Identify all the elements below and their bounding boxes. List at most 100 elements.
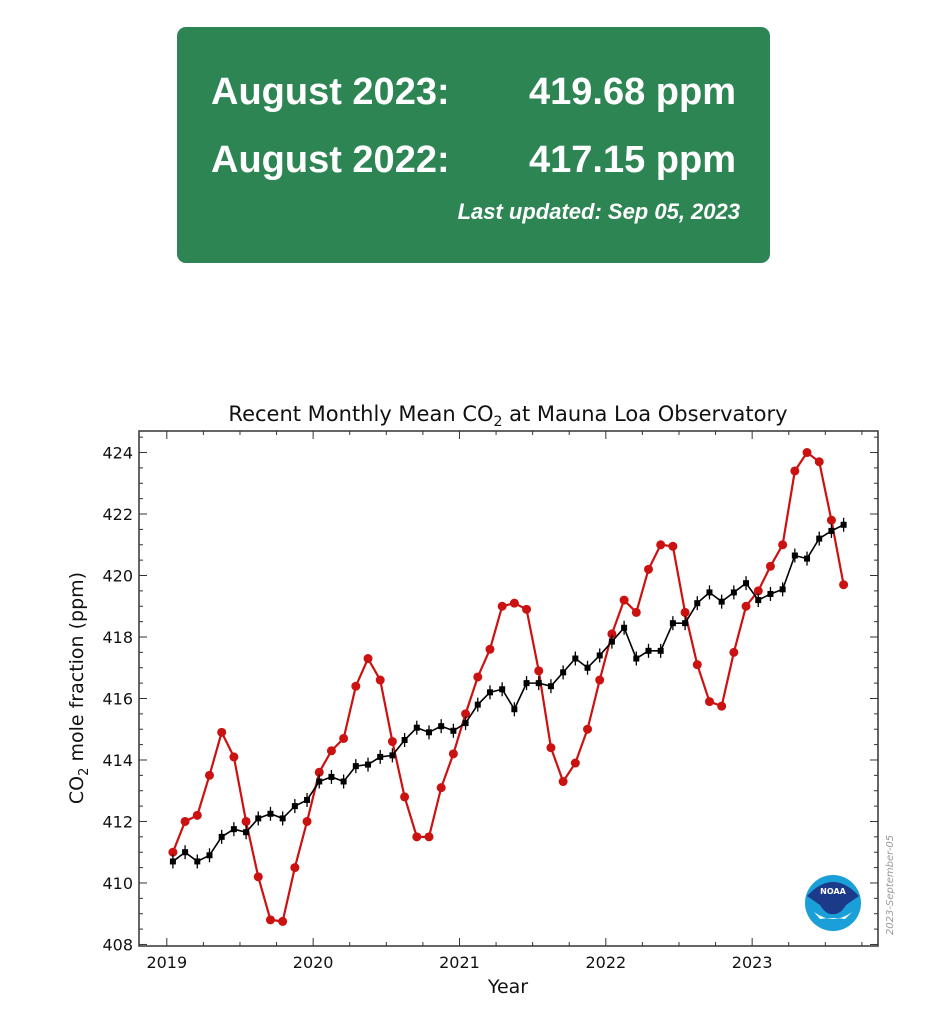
trend-point	[743, 580, 750, 587]
monthly-mean-point	[680, 607, 690, 617]
trend-point	[182, 849, 189, 856]
y-tick-label: 422	[102, 505, 133, 524]
trend-point	[352, 763, 359, 770]
trend-line	[172, 524, 844, 863]
noaa-logo: NOAA	[805, 875, 861, 931]
monthly-mean-point	[729, 647, 739, 657]
trend-point	[194, 858, 201, 865]
co2-summary-card: August 2023: 419.68 ppm August 2022: 417…	[177, 27, 770, 263]
trend-point	[828, 527, 835, 534]
monthly-mean-point	[643, 564, 653, 574]
trend-point	[730, 589, 737, 596]
chart-title: Recent Monthly Mean CO2 at Mauna Loa Obs…	[228, 402, 787, 430]
trend-point	[608, 638, 615, 645]
monthly-mean-point	[668, 541, 678, 551]
previous-year-label: August 2022:	[211, 139, 450, 181]
trend-point	[767, 590, 774, 597]
trend-point	[230, 826, 237, 833]
monthly-mean-point	[168, 847, 178, 857]
trend-point	[401, 737, 408, 743]
monthly-mean-point	[424, 832, 434, 842]
trend-point	[474, 701, 481, 708]
monthly-mean-point	[253, 872, 263, 882]
x-tick-label: 2020	[293, 953, 334, 972]
y-tick-label: 412	[102, 812, 133, 831]
current-month-label: August 2023:	[211, 71, 450, 113]
monthly-mean-point	[509, 598, 519, 608]
monthly-mean-point	[473, 672, 483, 682]
y-tick-label: 416	[102, 689, 133, 708]
y-tick-label: 420	[102, 567, 133, 586]
trend-point	[840, 521, 847, 528]
trend-point	[377, 753, 384, 760]
monthly-mean-point	[692, 660, 702, 670]
monthly-mean-point	[326, 746, 336, 756]
monthly-mean-point	[753, 586, 763, 596]
monthly-mean-point	[400, 792, 410, 802]
date-watermark: 2023-September-05	[885, 835, 896, 935]
monthly-mean-point	[302, 816, 312, 826]
trend-point	[450, 727, 457, 734]
trend-point	[218, 833, 225, 840]
trend-point	[389, 752, 396, 759]
trend-point	[572, 655, 579, 662]
trend-point	[486, 689, 493, 696]
monthly-mean-point	[826, 515, 836, 525]
monthly-mean-point	[497, 601, 507, 611]
trend-point	[621, 624, 628, 631]
monthly-mean-point	[546, 743, 556, 753]
monthly-mean-point	[387, 737, 397, 747]
monthly-mean-point	[595, 675, 605, 685]
monthly-mean-point	[839, 580, 849, 590]
svg-text:NOAA: NOAA	[820, 887, 846, 896]
trend-point	[438, 723, 445, 730]
trend-point	[523, 680, 530, 687]
trend-point	[425, 729, 432, 736]
current-month-value: 419.68 ppm	[529, 71, 736, 113]
trend-point	[279, 815, 286, 822]
monthly-mean-point	[278, 916, 288, 926]
monthly-mean-point	[375, 675, 385, 685]
x-tick-label: 2022	[585, 953, 626, 972]
plot-frame	[138, 430, 879, 947]
monthly-mean-point	[461, 709, 471, 719]
trend-point	[547, 683, 554, 690]
monthly-mean-point	[204, 770, 214, 780]
last-updated: Last updated: Sep 05, 2023	[457, 199, 740, 224]
monthly-mean-point	[656, 540, 666, 550]
trend-point	[706, 589, 713, 596]
monthly-mean-point	[534, 666, 544, 676]
monthly-mean-point	[217, 727, 227, 737]
trend-point	[328, 773, 335, 780]
monthly-mean-point	[717, 701, 727, 711]
previous-year-value: 417.15 ppm	[529, 139, 736, 181]
trend-point	[584, 664, 591, 671]
x-axis-label: Year	[487, 976, 528, 998]
trend-point	[316, 778, 323, 785]
x-tick-label: 2019	[146, 953, 187, 972]
trend-point	[206, 852, 213, 859]
y-tick-label: 408	[102, 935, 133, 954]
monthly-mean-point	[570, 758, 580, 768]
y-tick-label: 424	[102, 444, 133, 463]
trend-point	[694, 600, 701, 607]
monthly-mean-point	[704, 697, 714, 707]
monthly-mean-point	[485, 644, 495, 654]
trend-point	[560, 669, 567, 676]
monthly-mean-point	[558, 777, 568, 787]
monthly-mean-point	[631, 607, 641, 617]
monthly-mean-point	[765, 561, 775, 571]
trend-point	[499, 686, 506, 693]
monthly-mean-point	[351, 681, 361, 691]
trend-point	[413, 724, 420, 731]
trend-point	[669, 620, 676, 627]
trend-point	[596, 652, 603, 659]
monthly-mean-point	[583, 724, 593, 734]
y-axis-label: CO2 mole fraction (ppm)	[66, 572, 92, 804]
monthly-mean-point	[448, 749, 458, 759]
monthly-mean-point	[363, 654, 373, 664]
monthly-mean-point	[778, 540, 788, 550]
trend-point	[255, 815, 262, 822]
trend-point	[169, 858, 176, 865]
trend-point	[633, 655, 640, 662]
